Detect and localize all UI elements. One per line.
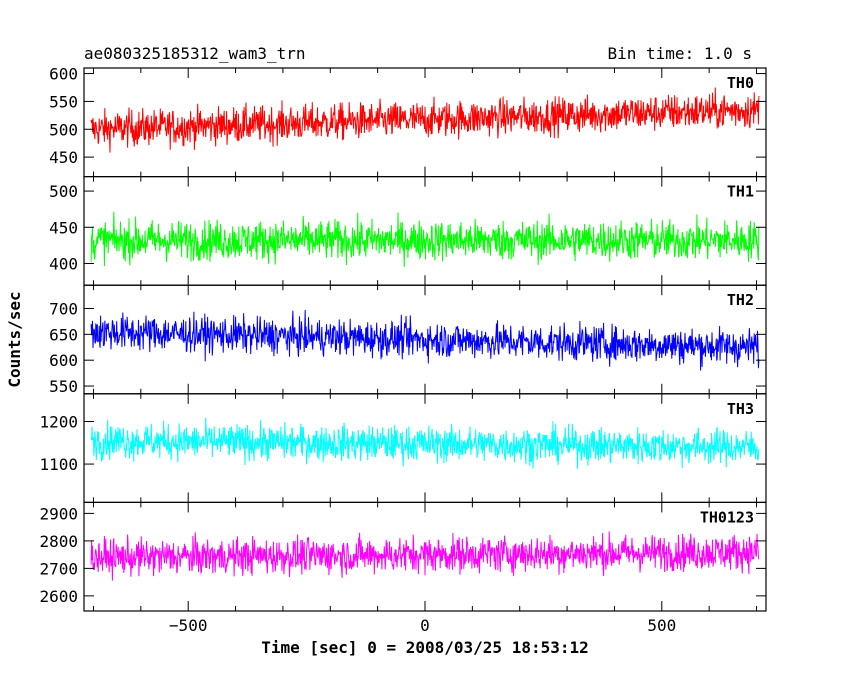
y-tick-label: 500	[49, 182, 78, 201]
panel-label-th1: TH1	[727, 183, 754, 201]
y-tick-label: 550	[49, 377, 78, 396]
series-line-th2	[90, 309, 760, 371]
x-tick-label: 500	[647, 616, 676, 635]
chart-title-right: Bin time: 1.0 s	[607, 44, 753, 63]
series-line-th0123	[90, 531, 760, 581]
y-tick-label: 2900	[39, 504, 78, 523]
series-line-th0	[90, 87, 760, 153]
y-tick-label: 2700	[39, 559, 78, 578]
y-tick-label: 1200	[39, 412, 78, 431]
y-tick-label: 400	[49, 254, 78, 273]
y-tick-label: 700	[49, 299, 78, 318]
y-tick-label: 650	[49, 325, 78, 344]
y-tick-label: 600	[49, 351, 78, 370]
x-axis-label: Time [sec] 0 = 2008/03/25 18:53:12	[261, 638, 589, 657]
y-tick-label: 1100	[39, 455, 78, 474]
y-tick-label: 2600	[39, 587, 78, 606]
y-tick-label: 450	[49, 148, 78, 167]
panel-label-th3: TH3	[727, 400, 754, 418]
series-line-th1	[90, 211, 760, 267]
y-tick-label: 600	[49, 65, 78, 84]
panel-label-th0: TH0	[727, 74, 754, 92]
x-tick-label: −500	[169, 616, 208, 635]
y-tick-label: 500	[49, 120, 78, 139]
chart-title-left: ae080325185312_wam3_trn	[84, 44, 306, 63]
y-tick-label: 450	[49, 218, 78, 237]
y-axis-label: Counts/sec	[5, 291, 24, 387]
x-tick-label: 0	[420, 616, 430, 635]
panel-label-th0123: TH0123	[700, 508, 754, 526]
y-tick-label: 2800	[39, 532, 78, 551]
series-line-th3	[90, 417, 760, 469]
panel-label-th2: TH2	[727, 291, 754, 309]
y-tick-label: 550	[49, 92, 78, 111]
